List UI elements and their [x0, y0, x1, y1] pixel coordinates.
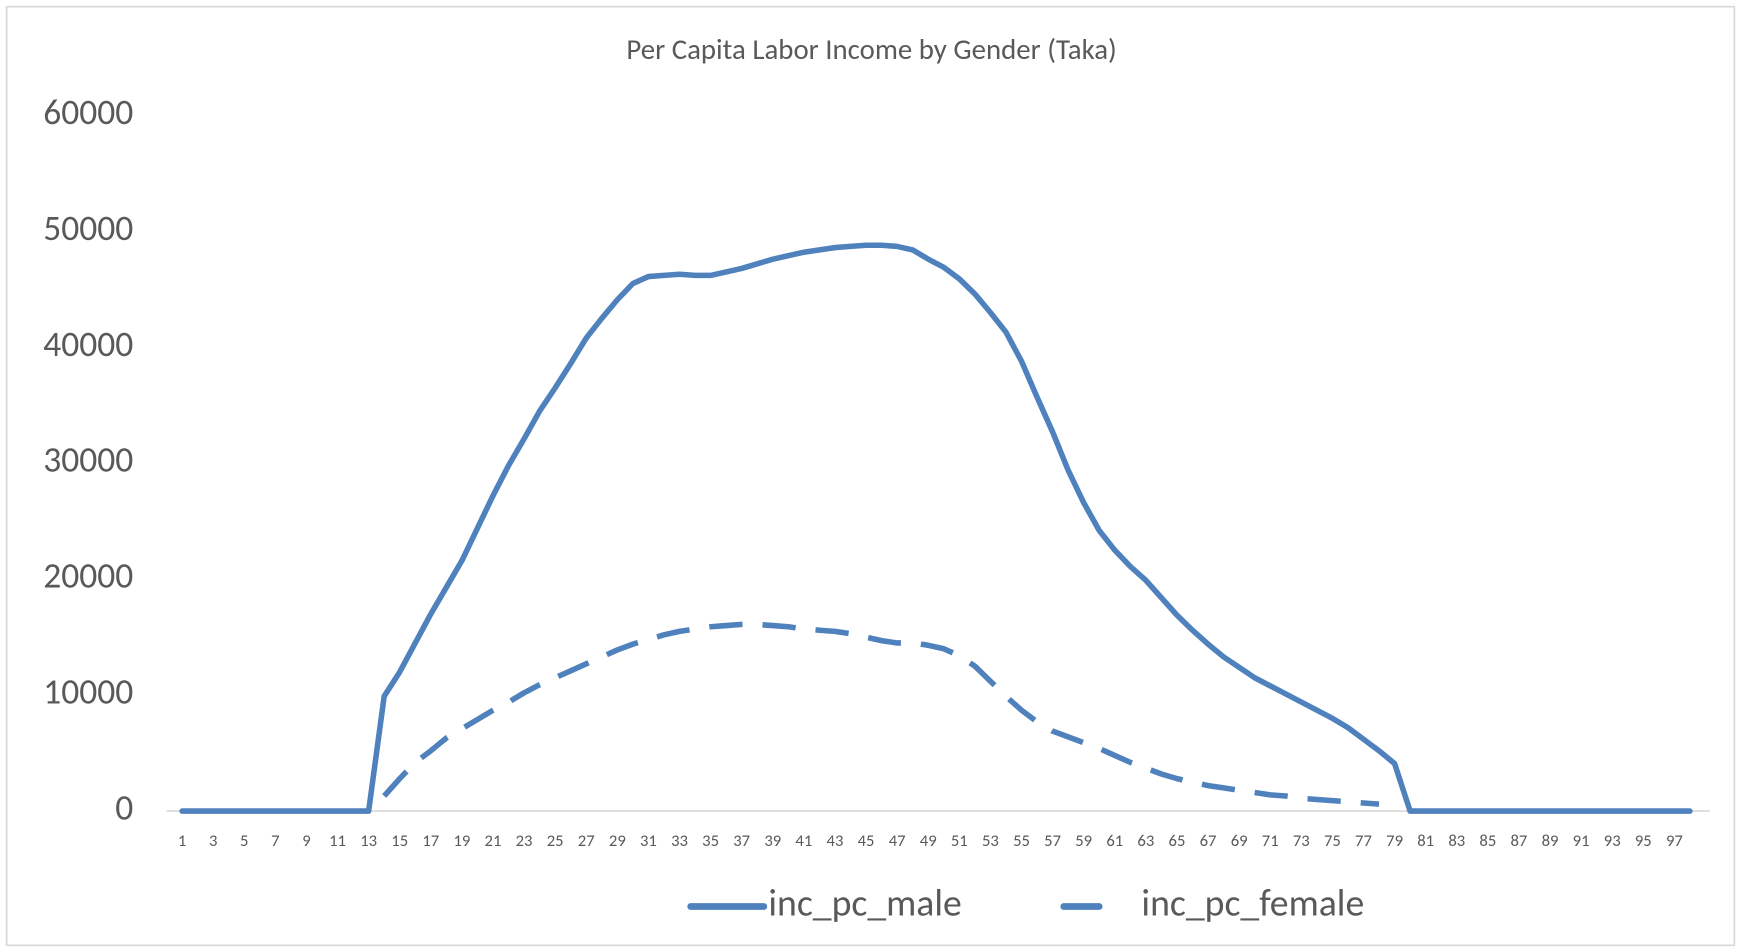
y-tick-label: 20000: [43, 554, 133, 598]
x-tick-label: 19: [453, 831, 470, 851]
x-tick-label: 59: [1075, 831, 1092, 851]
x-tick-label: 39: [764, 831, 781, 851]
chart-title: Per Capita Labor Income by Gender (Taka): [626, 32, 1116, 67]
x-tick-label: 1: [178, 831, 186, 851]
x-tick-label: 61: [1106, 831, 1123, 851]
x-tick-label: 55: [1013, 831, 1030, 851]
x-tick-label: 7: [271, 831, 279, 851]
x-tick-label: 93: [1604, 831, 1621, 851]
x-tick-label: 85: [1479, 831, 1496, 851]
x-tick-label: 43: [827, 831, 844, 851]
x-tick-label: 65: [1169, 831, 1186, 851]
legend-label: inc_pc_male: [768, 881, 961, 927]
x-tick-label: 75: [1324, 831, 1341, 851]
x-tick-label: 35: [702, 831, 719, 851]
x-tick-label: 57: [1044, 831, 1061, 851]
x-tick-label: 67: [1200, 831, 1217, 851]
y-tick-label: 50000: [43, 206, 133, 250]
y-tick-label: 10000: [43, 670, 133, 714]
x-tick-label: 5: [240, 831, 248, 851]
x-tick-label: 51: [951, 831, 968, 851]
x-tick-label: 37: [733, 831, 750, 851]
x-tick-label: 49: [920, 831, 937, 851]
x-tick-label: 91: [1573, 831, 1590, 851]
y-tick-label: 0: [115, 786, 133, 830]
x-tick-label: 97: [1666, 831, 1683, 851]
x-tick-label: 87: [1511, 831, 1528, 851]
x-tick-label: 63: [1137, 831, 1154, 851]
x-tick-label: 45: [858, 831, 875, 851]
x-tick-label: 9: [302, 831, 310, 851]
x-tick-label: 13: [360, 831, 377, 851]
x-tick-label: 79: [1386, 831, 1403, 851]
x-tick-label: 95: [1635, 831, 1652, 851]
x-tick-label: 31: [640, 831, 657, 851]
x-tick-label: 47: [889, 831, 906, 851]
x-tick-label: 11: [329, 831, 346, 851]
x-tick-label: 73: [1293, 831, 1310, 851]
legend-label: inc_pc_female: [1141, 881, 1364, 927]
x-tick-label: 21: [485, 831, 502, 851]
x-tick-label: 15: [391, 831, 408, 851]
x-tick-label: 83: [1448, 831, 1465, 851]
y-tick-label: 60000: [43, 90, 133, 134]
x-tick-label: 25: [547, 831, 564, 851]
x-tick-label: 53: [982, 831, 999, 851]
x-tick-label: 41: [795, 831, 812, 851]
chart-border: [5, 5, 1736, 947]
line-series: [179, 242, 1693, 814]
x-tick-label: 17: [422, 831, 439, 851]
x-tick-label: 77: [1355, 831, 1372, 851]
x-tick-label: 71: [1262, 831, 1279, 851]
x-tick-label: 81: [1417, 831, 1434, 851]
x-tick-label: 27: [578, 831, 595, 851]
x-tick-label: 69: [1231, 831, 1248, 851]
y-tick-label: 40000: [43, 322, 133, 366]
x-tick-label: 33: [671, 831, 688, 851]
x-tick-label: 3: [209, 831, 217, 851]
line-series: [382, 621, 1380, 807]
x-tick-label: 89: [1542, 831, 1559, 851]
x-tick-label: 23: [516, 831, 533, 851]
x-tick-label: 29: [609, 831, 626, 851]
y-tick-label: 30000: [43, 438, 133, 482]
